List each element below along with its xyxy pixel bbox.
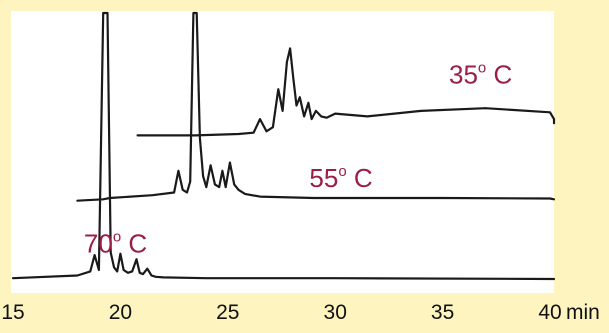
trace-line-70: [11, 11, 556, 281]
x-tick-labels-layer: 15202530354045: [1, 301, 561, 324]
curve-label-55: 55o C: [309, 163, 372, 193]
x-tick-label-40: 40: [538, 301, 561, 324]
curve-label-degree: o: [338, 163, 346, 180]
curve-label-70: 70o C: [84, 228, 147, 258]
curve-label-degree: o: [113, 228, 121, 245]
curve-label-35: 35o C: [449, 60, 512, 90]
curve-label-number: 55: [309, 163, 338, 193]
trace-line-35: [136, 47, 556, 137]
curve-label-number: 70: [84, 228, 113, 258]
curve-label-unit: C: [486, 60, 512, 90]
curve-label-number: 35: [449, 60, 478, 90]
x-tick-label-35: 35: [431, 301, 454, 324]
x-tick-label-25: 25: [216, 301, 239, 324]
traces-layer: [11, 11, 556, 281]
x-tick-label-15: 15: [1, 301, 24, 324]
trace-line-55: [76, 11, 556, 202]
curve-label-degree: o: [478, 60, 486, 77]
x-tick-label-20: 20: [109, 301, 132, 324]
x-tick-label-30: 30: [324, 301, 347, 324]
x-axis-unit: min: [566, 301, 600, 324]
curve-label-unit: C: [347, 163, 373, 193]
curve-label-unit: C: [121, 228, 147, 258]
